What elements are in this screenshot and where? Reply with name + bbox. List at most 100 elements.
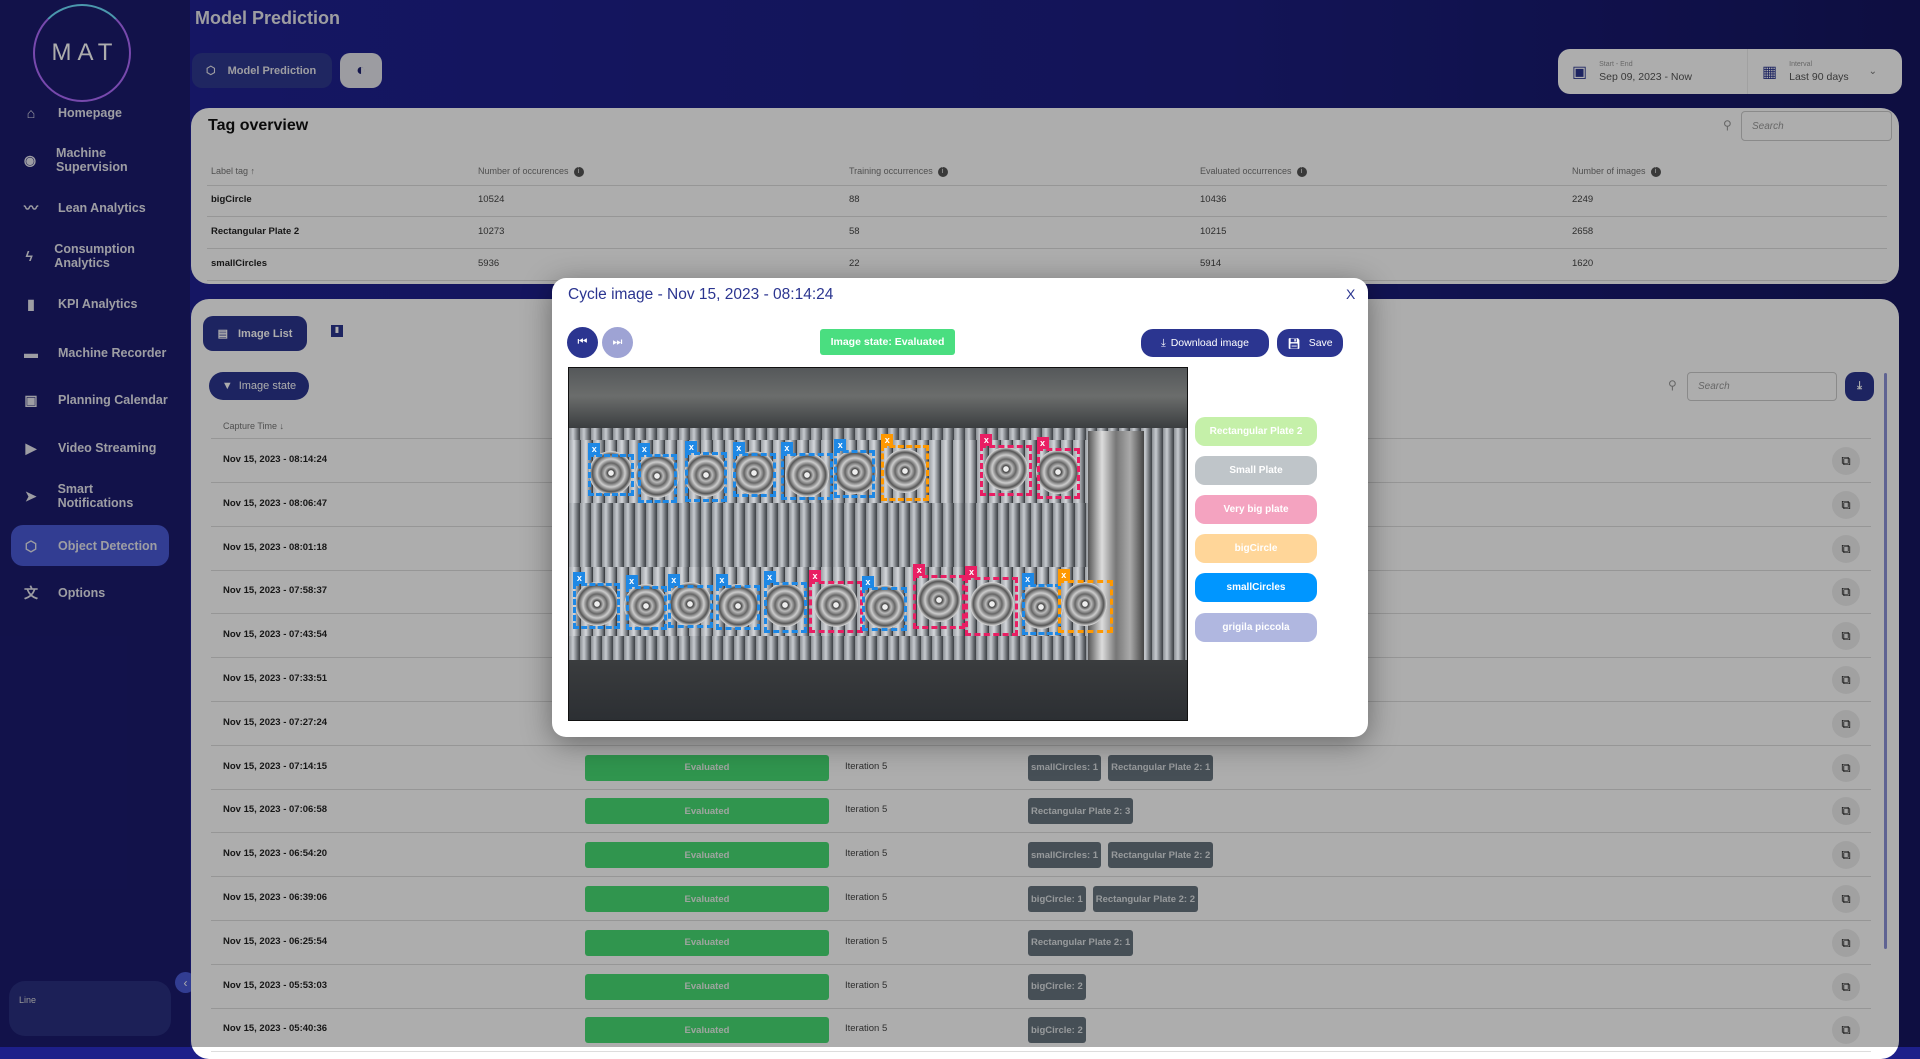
tag-search-input[interactable]: Search bbox=[1741, 111, 1892, 141]
label-button[interactable]: smallCircles bbox=[1195, 573, 1317, 602]
detection-box[interactable]: x bbox=[685, 441, 727, 502]
table-row[interactable]: Nov 15, 2023 - 06:39:06 Evaluated Iteratio… bbox=[211, 877, 1871, 921]
remove-box-icon[interactable]: x bbox=[685, 441, 698, 453]
remove-box-icon[interactable]: x bbox=[732, 442, 745, 454]
open-button[interactable]: ⧉ bbox=[1832, 666, 1860, 694]
detection-box[interactable]: x bbox=[881, 434, 929, 501]
download-image-button[interactable]: ⤓ Download image bbox=[1141, 329, 1269, 357]
open-button[interactable]: ⧉ bbox=[1832, 841, 1860, 870]
info-icon[interactable]: i bbox=[573, 166, 584, 177]
sidebar-item-machine-supervision[interactable]: ◉ Machine Supervision bbox=[20, 146, 170, 174]
tab-image-list[interactable]: ▤ Image List bbox=[203, 316, 307, 351]
remove-box-icon[interactable]: x bbox=[965, 565, 978, 578]
cycle-image[interactable]: x x x x x x x x x x x x x x x x x x x x bbox=[568, 367, 1188, 721]
remove-box-icon[interactable]: x bbox=[1057, 568, 1070, 581]
column-header[interactable]: Evaluated occurrences i bbox=[1200, 166, 1307, 177]
export-button[interactable]: ⤓ bbox=[1845, 372, 1874, 401]
table-row[interactable]: Nov 15, 2023 - 07:06:58 Evaluated Iteratio… bbox=[211, 789, 1871, 834]
remove-box-icon[interactable]: x bbox=[1036, 437, 1049, 450]
open-button[interactable]: ⧉ bbox=[1832, 1016, 1860, 1045]
detection-box[interactable]: x bbox=[573, 572, 621, 629]
sidebar-item-object-detection[interactable]: ⬡ Object Detection bbox=[11, 525, 169, 566]
label-button[interactable]: grigila piccola bbox=[1195, 613, 1317, 642]
detection-box[interactable]: x bbox=[965, 565, 1018, 636]
table-row[interactable]: Nov 15, 2023 - 07:27:24 ⧉ bbox=[211, 702, 1871, 746]
sidebar-item-planning-calendar[interactable]: ▣ Planning Calendar bbox=[20, 388, 170, 412]
sidebar-item-video-streaming[interactable]: ▶ Video Streaming bbox=[20, 436, 170, 460]
sidebar-item-consumption-analytics[interactable]: ϟ Consumption Analytics bbox=[20, 242, 170, 270]
remove-box-icon[interactable]: x bbox=[638, 442, 651, 455]
detection-box[interactable]: x bbox=[763, 570, 807, 633]
remove-box-icon[interactable]: x bbox=[625, 574, 638, 587]
info-icon[interactable]: i bbox=[937, 166, 948, 177]
open-button[interactable]: ⧉ bbox=[1832, 885, 1860, 913]
remove-box-icon[interactable]: x bbox=[780, 442, 793, 454]
detection-box[interactable]: x bbox=[732, 442, 777, 498]
brain-button[interactable]: ◐ bbox=[340, 53, 382, 88]
column-header[interactable]: Training occurrences i bbox=[849, 166, 948, 177]
open-button[interactable]: ⧉ bbox=[1832, 622, 1860, 651]
remove-box-icon[interactable]: x bbox=[763, 570, 776, 583]
detection-box[interactable]: x bbox=[1021, 572, 1061, 635]
remove-box-icon[interactable]: x bbox=[573, 572, 586, 585]
open-button[interactable]: ⧉ bbox=[1832, 534, 1860, 563]
detection-box[interactable]: x bbox=[980, 434, 1032, 497]
next-image-button[interactable]: ⏭ bbox=[602, 327, 633, 358]
detection-box[interactable]: x bbox=[638, 442, 677, 503]
label-button[interactable]: bigCircle bbox=[1195, 534, 1317, 563]
sidebar-item-options[interactable]: 文 Options bbox=[20, 581, 170, 605]
scrollbar[interactable] bbox=[1884, 373, 1887, 949]
image-state-filter-button[interactable]: ▼ Image state bbox=[209, 372, 309, 400]
detection-box[interactable]: x bbox=[808, 569, 864, 633]
detection-box[interactable]: x bbox=[588, 442, 635, 497]
remove-box-icon[interactable]: x bbox=[881, 434, 894, 447]
column-header[interactable]: Label tag ↑ bbox=[211, 166, 256, 176]
detection-box[interactable]: x bbox=[667, 573, 713, 628]
column-header[interactable]: Number of occurences i bbox=[478, 166, 584, 177]
date-range-field[interactable]: ▣ Start - End Sep 09, 2023 - Now bbox=[1558, 49, 1748, 94]
label-button[interactable]: Small Plate bbox=[1195, 456, 1317, 485]
detection-box[interactable]: x bbox=[1057, 568, 1114, 633]
sidebar-item-kpi-analytics[interactable]: ▮ KPI Analytics bbox=[20, 292, 170, 316]
column-capture-time[interactable]: Capture Time ↓ bbox=[223, 421, 285, 431]
close-button[interactable]: X bbox=[1346, 286, 1356, 302]
sidebar-item-lean-analytics[interactable]: 〰 Lean Analytics bbox=[20, 196, 170, 220]
open-button[interactable]: ⧉ bbox=[1832, 447, 1860, 475]
table-row[interactable]: Nov 15, 2023 - 06:25:54 Evaluated Iteratio… bbox=[211, 921, 1871, 965]
remove-box-icon[interactable]: x bbox=[980, 434, 993, 447]
info-icon[interactable]: i bbox=[1296, 166, 1307, 177]
remove-box-icon[interactable]: x bbox=[1021, 572, 1034, 585]
open-button[interactable]: ⧉ bbox=[1832, 490, 1860, 519]
detection-box[interactable]: x bbox=[1036, 437, 1080, 500]
collapse-sidebar-button[interactable]: ‹ bbox=[175, 972, 196, 993]
remove-box-icon[interactable]: x bbox=[808, 569, 821, 582]
table-row[interactable]: Nov 15, 2023 - 07:14:15 Evaluated Iteratio… bbox=[211, 746, 1871, 790]
remove-box-icon[interactable]: x bbox=[588, 442, 601, 455]
detection-box[interactable]: x bbox=[834, 439, 876, 499]
detection-box[interactable]: x bbox=[780, 442, 834, 501]
detection-box[interactable]: x bbox=[913, 563, 966, 629]
open-button[interactable]: ⧉ bbox=[1832, 797, 1860, 826]
info-icon[interactable]: i bbox=[1650, 166, 1661, 177]
open-button[interactable]: ⧉ bbox=[1832, 709, 1860, 738]
detection-box[interactable]: x bbox=[625, 574, 667, 630]
remove-box-icon[interactable]: x bbox=[913, 563, 926, 576]
interval-select[interactable]: ▦ Interval Last 90 days ⌄ bbox=[1748, 49, 1877, 94]
sidebar-item-machine-recorder[interactable]: ▬ Machine Recorder bbox=[20, 341, 170, 365]
previous-image-button[interactable]: ⏮ bbox=[567, 327, 598, 358]
tab-chart[interactable]: ▮ bbox=[331, 325, 343, 337]
image-search-input[interactable]: Search bbox=[1687, 372, 1837, 401]
detection-box[interactable]: x bbox=[861, 575, 908, 632]
model-prediction-button[interactable]: ⬡ Model Prediction bbox=[192, 53, 332, 88]
remove-box-icon[interactable]: x bbox=[834, 439, 847, 452]
line-selector[interactable]: Line bbox=[9, 981, 171, 1036]
remove-box-icon[interactable]: x bbox=[715, 573, 728, 586]
sidebar-item-smart-notifications[interactable]: ➤ Smart Notifications bbox=[20, 482, 170, 510]
column-header[interactable]: Number of images i bbox=[1572, 166, 1661, 177]
open-button[interactable]: ⧉ bbox=[1832, 753, 1860, 782]
open-button[interactable]: ⧉ bbox=[1832, 578, 1860, 607]
table-row[interactable]: Nov 15, 2023 - 06:54:20 Evaluated Iteratio… bbox=[211, 833, 1871, 878]
table-row[interactable]: Nov 15, 2023 - 05:53:03 Evaluated Iteratio… bbox=[211, 965, 1871, 1009]
label-button[interactable]: Rectangular Plate 2 bbox=[1195, 417, 1317, 446]
remove-box-icon[interactable]: x bbox=[861, 575, 874, 588]
